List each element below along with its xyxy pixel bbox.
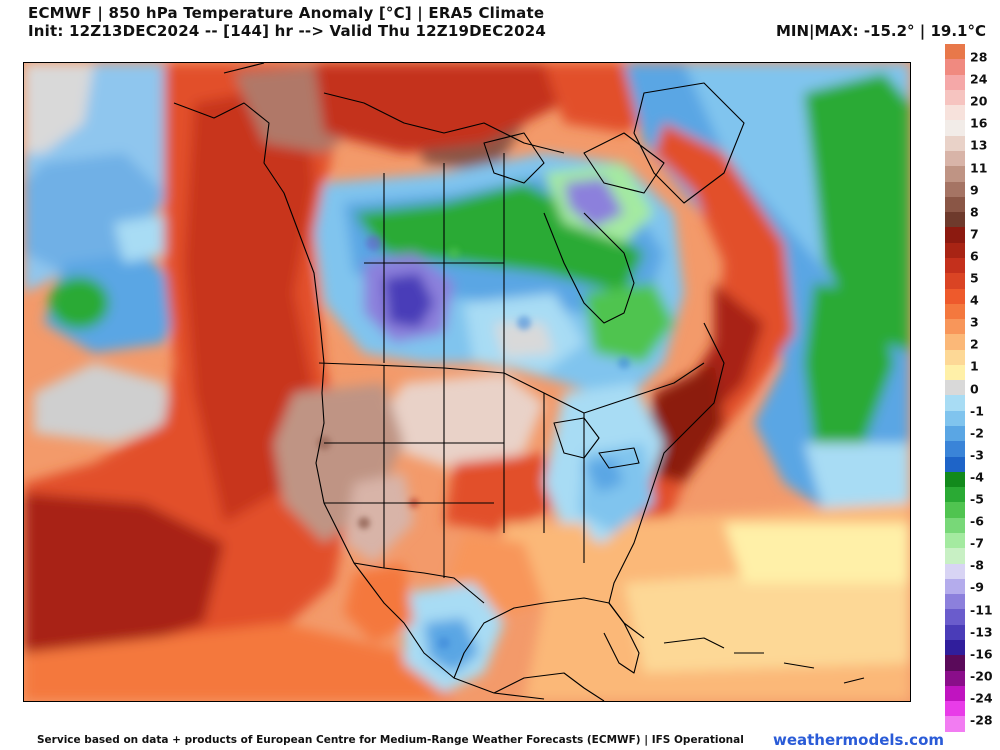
color-legend bbox=[945, 44, 965, 732]
legend-label: 0 bbox=[970, 381, 979, 396]
legend-swatch bbox=[945, 196, 965, 213]
legend-label: 7 bbox=[970, 226, 979, 242]
anomaly-map bbox=[23, 62, 911, 702]
legend-swatch bbox=[945, 364, 965, 381]
legend-swatch bbox=[945, 242, 965, 258]
legend-swatch bbox=[945, 502, 965, 518]
legend-swatch bbox=[945, 639, 965, 656]
legend-swatch bbox=[945, 487, 965, 503]
legend-swatch bbox=[945, 257, 965, 274]
legend-swatch bbox=[945, 227, 965, 243]
legend-label: -8 bbox=[970, 557, 984, 573]
legend-label: 24 bbox=[970, 71, 988, 87]
legend-label: 16 bbox=[970, 115, 988, 131]
legend-label: 2 bbox=[970, 336, 979, 352]
map-title: ECMWF | 850 hPa Temperature Anomaly [°C]… bbox=[28, 4, 545, 22]
legend-swatch bbox=[945, 44, 965, 60]
legend-label: 9 bbox=[970, 182, 979, 198]
legend-swatch bbox=[945, 303, 965, 320]
legend-label: 5 bbox=[970, 270, 979, 286]
legend-swatch bbox=[945, 655, 965, 671]
legend-swatch bbox=[945, 456, 965, 472]
color-legend-labels: 28 24 20 16 13 11 9 8 7 6 5 4 3 2 1 0 -1 -2 -3 -4 -5 -6 -7 -8 -9… bbox=[967, 44, 1000, 732]
legend-swatch bbox=[945, 150, 965, 167]
legend-swatch bbox=[945, 670, 965, 686]
legend-label: -2 bbox=[970, 425, 984, 441]
legend-swatch bbox=[945, 624, 965, 640]
legend-label: -24 bbox=[970, 690, 993, 706]
legend-swatch bbox=[945, 533, 965, 549]
legend-label: -13 bbox=[970, 624, 993, 640]
legend-label: 6 bbox=[970, 248, 979, 264]
boundary-lines bbox=[173, 63, 865, 701]
data-credit: Service based on data + products of Euro… bbox=[37, 734, 744, 746]
legend-swatch bbox=[945, 410, 965, 427]
legend-swatch bbox=[945, 395, 965, 411]
legend-label: -1 bbox=[970, 403, 984, 419]
legend-label: -3 bbox=[970, 447, 984, 463]
legend-swatch bbox=[945, 594, 965, 610]
legend-label: -4 bbox=[970, 469, 984, 485]
legend-swatch bbox=[945, 380, 965, 396]
legend-swatch bbox=[945, 334, 965, 350]
legend-label: 20 bbox=[970, 93, 988, 109]
legend-label: 3 bbox=[970, 314, 979, 330]
legend-swatch bbox=[945, 59, 965, 75]
legend-swatch bbox=[945, 212, 965, 228]
legend-label: 8 bbox=[970, 204, 979, 220]
legend-swatch bbox=[945, 181, 965, 197]
legend-swatch bbox=[945, 349, 965, 365]
init-valid-time: Init: 12Z13DEC2024 -- [144] hr --> Valid… bbox=[28, 22, 546, 40]
legend-label: 13 bbox=[970, 137, 988, 153]
legend-label: -16 bbox=[970, 646, 993, 662]
site-name: weathermodels.com bbox=[772, 731, 944, 749]
legend-swatch bbox=[945, 74, 965, 90]
legend-swatch bbox=[945, 319, 965, 335]
legend-swatch bbox=[945, 105, 965, 121]
legend-label: 11 bbox=[970, 160, 988, 175]
legend-swatch bbox=[945, 701, 965, 717]
legend-label: -6 bbox=[970, 513, 984, 529]
legend-swatch bbox=[945, 441, 965, 457]
legend-swatch bbox=[945, 563, 965, 579]
legend-swatch bbox=[945, 517, 965, 533]
legend-swatch bbox=[945, 471, 965, 488]
legend-swatch bbox=[945, 426, 965, 442]
legend-swatch bbox=[945, 716, 965, 732]
legend-swatch bbox=[945, 609, 965, 625]
legend-label: -5 bbox=[970, 491, 984, 507]
legend-label: -7 bbox=[970, 535, 984, 551]
legend-swatch bbox=[945, 89, 965, 106]
legend-label: -20 bbox=[970, 668, 993, 684]
legend-swatch bbox=[945, 166, 965, 182]
legend-swatch bbox=[945, 685, 965, 702]
legend-swatch bbox=[945, 288, 965, 304]
legend-label: 4 bbox=[970, 292, 979, 308]
legend-label: -9 bbox=[970, 579, 984, 595]
legend-swatch bbox=[945, 548, 965, 564]
legend-label: 1 bbox=[970, 358, 979, 374]
legend-label: 28 bbox=[970, 49, 988, 65]
legend-swatch bbox=[945, 578, 965, 595]
legend-swatch bbox=[945, 120, 965, 136]
legend-label: -28 bbox=[970, 712, 993, 728]
min-max-readout: MIN|MAX: -15.2° | 19.1°C bbox=[775, 22, 986, 40]
legend-swatch bbox=[945, 135, 965, 151]
legend-label: -11 bbox=[970, 602, 993, 617]
legend-swatch bbox=[945, 273, 965, 289]
